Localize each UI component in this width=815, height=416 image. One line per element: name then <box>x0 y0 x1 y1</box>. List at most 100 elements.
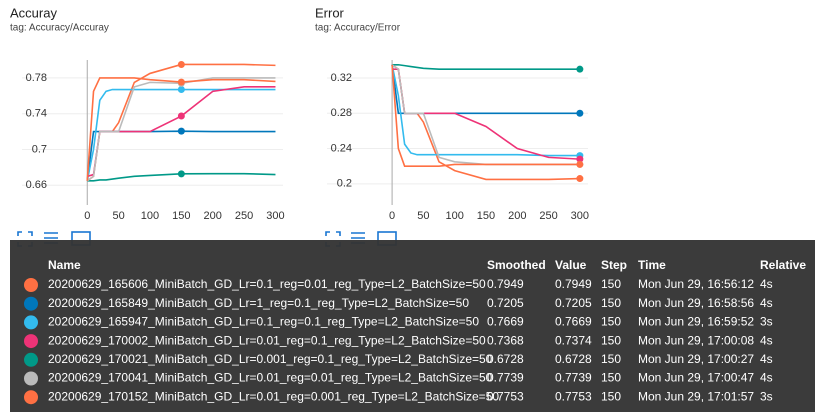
cell: 4s <box>760 277 773 291</box>
series-line <box>391 64 580 166</box>
y-tick-label: 0.7 <box>32 143 47 155</box>
cell: Mon Jun 29, 16:56:12 <box>638 277 754 291</box>
cell: 4s <box>760 296 773 310</box>
cell: 150 <box>601 277 621 291</box>
column-header: Relative <box>760 258 806 272</box>
x-tick-label: 0 <box>84 210 90 222</box>
cell: 0.7753 <box>487 389 524 403</box>
run-color <box>24 352 38 367</box>
x-tick-label: 150 <box>477 210 495 222</box>
cell: 20200629_170152_MiniBatch_GD_Lr=0.01_reg… <box>48 389 499 403</box>
x-tick-label: 200 <box>204 210 222 222</box>
x-tick-label: 50 <box>417 210 429 222</box>
cell: 4s <box>760 371 773 385</box>
x-tick-label: 250 <box>539 210 557 222</box>
hover-dot <box>576 109 584 117</box>
column-header: Time <box>638 258 666 272</box>
series-line <box>391 64 580 115</box>
y-tick-label: 0.28 <box>331 107 352 119</box>
hover-dot <box>177 60 185 68</box>
fit-button[interactable] <box>17 231 33 247</box>
cell: 0.7739 <box>487 371 524 385</box>
cell: Mon Jun 29, 17:01:57 <box>638 389 754 403</box>
y-tick-label: 0.24 <box>331 142 352 154</box>
x-tick-label: 100 <box>141 210 159 222</box>
run-color <box>24 371 38 386</box>
hover-dot <box>576 160 584 168</box>
run-color <box>24 296 38 311</box>
cell: 0.6728 <box>487 352 524 366</box>
x-tick-label: 150 <box>172 210 190 222</box>
chart-subtitle: tag: Accuracy/Accuray <box>10 23 109 34</box>
cell: 4s <box>760 352 773 366</box>
cell: 0.7669 <box>555 315 592 329</box>
run-color <box>24 278 38 292</box>
tooltip: Name Smoothed Value Step Time Relative 2020062… <box>10 240 815 412</box>
run-color <box>24 334 38 349</box>
x-tick-label: 200 <box>508 210 526 222</box>
cell: 3s <box>760 315 773 329</box>
column-header: Smoothed <box>487 258 546 272</box>
cell: 20200629_170002_MiniBatch_GD_Lr=0.01_reg… <box>48 333 486 347</box>
chart: Accuray tag: Accuracy/Accuray 0.66 0.7 0.74 0… <box>10 5 285 221</box>
hover-dot <box>177 112 185 120</box>
cell: 3s <box>760 389 773 403</box>
cell: 0.7753 <box>555 389 592 403</box>
hover-dot <box>576 65 584 73</box>
cell: 20200629_165606_MiniBatch_GD_Lr=0.1_reg=… <box>48 277 486 291</box>
x-tick-label: 0 <box>389 210 395 222</box>
cell: 0.7374 <box>555 333 592 347</box>
cell: 0.7949 <box>487 277 524 291</box>
series-line <box>392 68 580 160</box>
cell: 0.7205 <box>555 296 592 310</box>
cell: 20200629_165849_MiniBatch_GD_Lr=1_reg=0.… <box>48 296 469 310</box>
series-line <box>86 77 276 181</box>
cell: 0.7739 <box>555 371 592 385</box>
series-line <box>86 77 276 182</box>
run-color <box>24 390 38 405</box>
cell: 150 <box>601 352 621 366</box>
y-tick-label: 0.74 <box>26 108 47 120</box>
chart-subtitle: tag: Accuracy/Error <box>315 23 401 34</box>
cell: 0.7368 <box>487 333 524 347</box>
x-tick-label: 300 <box>571 210 589 222</box>
cell: Mon Jun 29, 16:58:56 <box>638 296 754 310</box>
cell: Mon Jun 29, 17:00:47 <box>638 371 754 385</box>
cell: 20200629_170041_MiniBatch_GD_Lr=0.01_reg… <box>48 371 493 385</box>
fit-button[interactable] <box>325 231 341 247</box>
column-header: Value <box>555 258 587 272</box>
cell: Mon Jun 29, 16:59:52 <box>638 315 754 329</box>
cell: 0.7949 <box>555 277 592 291</box>
y-tick-label: 0.32 <box>331 72 352 84</box>
tooltip-bg <box>10 240 815 412</box>
x-tick-label: 250 <box>235 210 253 222</box>
series-line <box>391 64 580 181</box>
cell: 150 <box>601 389 621 403</box>
x-tick-label: 300 <box>266 210 284 222</box>
hover-dot <box>177 127 185 135</box>
cell: 20200629_165947_MiniBatch_GD_Lr=0.1_reg=… <box>48 315 479 329</box>
x-tick-label: 50 <box>112 210 124 222</box>
cell: 150 <box>601 371 621 385</box>
y-tick-label: 0.2 <box>337 178 352 190</box>
cell: 4s <box>760 333 773 347</box>
cell: 150 <box>601 333 621 347</box>
hover-dot <box>576 155 584 163</box>
hover-dot <box>177 170 185 178</box>
chart: Error tag: Accuracy/Error 0.2 0.24 0.28 0.32 0… <box>315 5 589 221</box>
y-tick-label: 0.66 <box>26 179 47 191</box>
cell: 150 <box>601 296 621 310</box>
series-line <box>391 64 580 157</box>
hover-dot <box>177 78 185 86</box>
run-color <box>24 315 38 330</box>
chart-title: Error <box>315 5 345 20</box>
cell: 0.7205 <box>487 296 524 310</box>
chart-title: Accuray <box>10 5 57 20</box>
series-line <box>86 88 276 181</box>
cell: 150 <box>601 315 621 329</box>
series-line <box>391 64 580 167</box>
hover-dot <box>576 175 584 183</box>
series-line <box>87 172 276 182</box>
